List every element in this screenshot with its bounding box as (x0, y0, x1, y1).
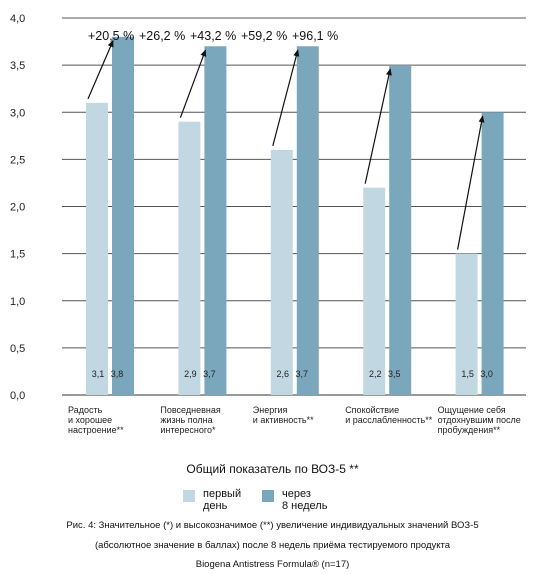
bar-8-weeks (481, 112, 504, 395)
y-tick-label: 0,5 (10, 343, 25, 355)
data-label-8-weeks: 3,7 (203, 369, 216, 379)
legend-swatch-8-weeks (262, 490, 274, 502)
y-tick-label: 3,5 (10, 60, 25, 72)
category-label: Повседневная (160, 405, 220, 415)
data-label-8-weeks: 3,5 (388, 369, 401, 379)
bar-8-weeks (296, 46, 319, 396)
bar-first-day (455, 253, 478, 395)
increase-percent-label: +26,2 % (139, 29, 185, 43)
bar-8-weeks (112, 36, 134, 395)
data-label-8-weeks: 3,8 (111, 369, 124, 379)
data-label-first-day: 2,9 (184, 369, 197, 379)
increase-percent-label: +96,1 % (292, 29, 338, 43)
bars (86, 36, 504, 396)
legend-label-8-weeks: через 8 недель (282, 488, 328, 512)
increase-percent-label: +59,2 % (241, 29, 287, 43)
y-tick-label: 1,0 (10, 296, 25, 308)
bar-8-weeks (204, 46, 227, 396)
y-tick-label: 0,0 (10, 390, 25, 402)
legend-item-first-day: первый день (183, 488, 241, 512)
y-tick-label: 1,5 (10, 249, 25, 261)
category-label: жизнь полна (160, 415, 212, 425)
increase-percent-label: +43,2 % (190, 29, 236, 43)
increase-arrow (457, 115, 485, 250)
category-label: настроение** (68, 425, 124, 435)
bar-8-weeks (389, 65, 412, 395)
increase-arrow (272, 49, 300, 147)
data-label-first-day: 2,6 (277, 369, 290, 379)
category-label: Ощущение себя (438, 405, 506, 415)
data-label-first-day: 1,5 (461, 369, 474, 379)
increase-arrow (364, 68, 392, 184)
category-label: интересного* (160, 425, 216, 435)
y-tick-label: 3,0 (10, 107, 25, 119)
legend-swatch-first-day (183, 490, 195, 502)
y-tick-label: 2,5 (10, 154, 25, 166)
bar-first-day (270, 149, 293, 395)
bar-first-day (363, 187, 386, 395)
category-label: Спокойствие (345, 405, 399, 415)
category-label: пробуждения** (438, 425, 501, 435)
legend-title: Общий показатель по ВОЗ-5 ** (186, 462, 359, 476)
legend-item-8-weeks: через 8 недель (262, 488, 327, 512)
category-label: отдохнувшим после (438, 415, 521, 425)
category-label: и расслабленность** (345, 415, 433, 425)
data-label-8-weeks: 3,0 (480, 369, 493, 379)
increase-percent-label: +20,5 % (88, 29, 134, 43)
caption-line-1: Рис. 4: Значительное (*) и высокозначимо… (66, 520, 479, 531)
category-label: Энергия (253, 405, 288, 415)
caption-line-3: Biogena Antistress Formula® (n=17) (195, 559, 350, 570)
increase-arrow (179, 49, 207, 118)
increase-arrows (87, 39, 485, 250)
increase-arrow (87, 39, 114, 100)
data-label-first-day: 3,1 (92, 369, 105, 379)
y-tick-label: 4,0 (10, 13, 25, 25)
data-label-first-day: 2,2 (369, 369, 382, 379)
category-label: Радость (68, 405, 103, 415)
caption-line-2: (абсолютное значение в баллах) после 8 н… (94, 540, 451, 551)
data-label-8-weeks: 3,7 (296, 369, 309, 379)
legend-label-first-day: первый день (203, 488, 242, 512)
y-tick-label: 2,0 (10, 202, 25, 214)
grid (62, 17, 526, 396)
category-label: и активность** (253, 415, 314, 425)
category-label: и хорошее (68, 415, 112, 425)
chart-labels: 4,0 3,5 3,0 2,5 2,0 1,5 1,0 0,5 0,0 3,1 3,8 Радость… (10, 13, 521, 435)
bar-first-day (178, 121, 201, 396)
bar-first-day (86, 102, 108, 395)
